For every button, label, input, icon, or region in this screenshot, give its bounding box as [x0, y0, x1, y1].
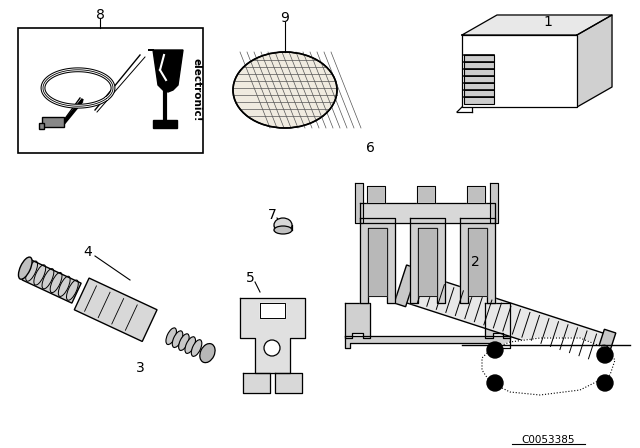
Circle shape [264, 340, 280, 356]
Polygon shape [485, 303, 510, 338]
Text: 9: 9 [280, 11, 289, 25]
Polygon shape [260, 303, 285, 318]
Bar [42, 117, 64, 127]
Text: 5: 5 [246, 271, 254, 285]
Bar [464, 55, 494, 104]
Ellipse shape [233, 52, 337, 128]
Polygon shape [355, 183, 363, 223]
Polygon shape [153, 120, 177, 128]
Polygon shape [410, 218, 445, 303]
Ellipse shape [274, 226, 292, 234]
Polygon shape [345, 336, 510, 348]
Bar [18, 28, 203, 153]
Ellipse shape [185, 337, 195, 353]
Ellipse shape [191, 340, 202, 356]
Bar [39, 123, 44, 129]
Polygon shape [148, 50, 183, 92]
Circle shape [597, 347, 613, 363]
Circle shape [599, 345, 609, 355]
Bar [22, 260, 81, 303]
Circle shape [487, 342, 503, 358]
Bar [74, 278, 157, 341]
Polygon shape [577, 15, 612, 107]
Ellipse shape [172, 331, 183, 348]
Polygon shape [275, 373, 302, 393]
Ellipse shape [179, 334, 189, 350]
Text: 6: 6 [365, 141, 374, 155]
Bar [462, 35, 577, 107]
Polygon shape [490, 183, 498, 223]
Polygon shape [368, 228, 387, 296]
Ellipse shape [200, 344, 215, 362]
Text: 1: 1 [543, 15, 552, 29]
Polygon shape [240, 298, 305, 373]
Ellipse shape [19, 257, 32, 279]
Polygon shape [345, 303, 370, 338]
Polygon shape [460, 218, 495, 303]
Polygon shape [243, 373, 270, 393]
Text: 7: 7 [268, 208, 276, 222]
Ellipse shape [166, 328, 177, 345]
Bar [405, 272, 605, 364]
Polygon shape [468, 228, 487, 296]
Polygon shape [482, 338, 615, 395]
Polygon shape [360, 203, 495, 223]
Polygon shape [360, 218, 395, 303]
Polygon shape [367, 186, 385, 203]
Polygon shape [418, 228, 437, 296]
Ellipse shape [274, 218, 292, 232]
Text: 4: 4 [84, 245, 92, 259]
Polygon shape [467, 186, 485, 203]
Text: 3: 3 [136, 361, 145, 375]
Circle shape [597, 375, 613, 391]
Text: 2: 2 [470, 255, 479, 269]
Polygon shape [462, 15, 612, 35]
Bar [394, 265, 418, 307]
Text: 8: 8 [95, 8, 104, 22]
Polygon shape [417, 186, 435, 203]
Text: C0053385: C0053385 [521, 435, 575, 445]
Circle shape [487, 375, 503, 391]
Text: electronic!: electronic! [191, 58, 201, 122]
Bar [592, 329, 616, 371]
